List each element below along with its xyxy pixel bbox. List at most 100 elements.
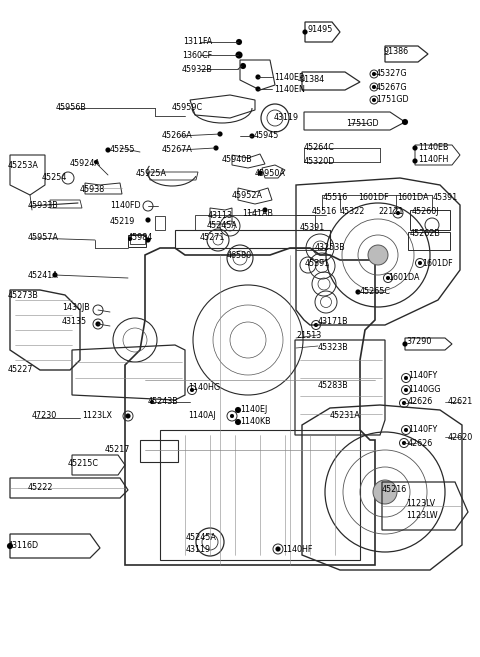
Circle shape bbox=[255, 74, 261, 79]
Text: 1123LW: 1123LW bbox=[406, 512, 438, 520]
Text: 45516: 45516 bbox=[312, 206, 337, 215]
Text: 43119: 43119 bbox=[186, 545, 211, 555]
Text: 91384: 91384 bbox=[300, 76, 325, 85]
Text: 45391: 45391 bbox=[305, 258, 330, 267]
Bar bbox=[155, 216, 165, 230]
Text: 45265C: 45265C bbox=[360, 288, 391, 296]
Text: 45267A: 45267A bbox=[162, 145, 193, 154]
Text: 1141AB: 1141AB bbox=[242, 208, 273, 217]
Circle shape bbox=[214, 145, 218, 150]
Text: 1140AJ: 1140AJ bbox=[188, 411, 216, 420]
Text: 1140EB: 1140EB bbox=[418, 143, 448, 152]
Text: 45940B: 45940B bbox=[222, 156, 253, 164]
Text: 1601DF: 1601DF bbox=[422, 258, 453, 267]
Circle shape bbox=[404, 428, 408, 432]
Text: 42621: 42621 bbox=[448, 397, 473, 407]
Text: 45219: 45219 bbox=[110, 217, 135, 225]
Circle shape bbox=[276, 547, 280, 551]
Text: 42626: 42626 bbox=[408, 438, 433, 447]
Circle shape bbox=[404, 376, 408, 380]
Circle shape bbox=[368, 245, 388, 265]
Text: 45945: 45945 bbox=[254, 131, 279, 141]
Text: 45959C: 45959C bbox=[172, 104, 203, 112]
Text: 45283B: 45283B bbox=[318, 380, 349, 390]
Text: 45215C: 45215C bbox=[68, 459, 99, 468]
Circle shape bbox=[128, 237, 132, 241]
Text: 22121: 22121 bbox=[378, 206, 403, 215]
Text: 1140HG: 1140HG bbox=[188, 384, 220, 392]
Circle shape bbox=[373, 480, 397, 504]
Circle shape bbox=[402, 119, 408, 125]
Circle shape bbox=[52, 273, 58, 277]
Circle shape bbox=[402, 441, 406, 445]
Text: 43135: 43135 bbox=[62, 317, 87, 327]
Text: 45260J: 45260J bbox=[412, 206, 440, 215]
Circle shape bbox=[96, 321, 100, 327]
Text: 37290: 37290 bbox=[406, 338, 432, 346]
Circle shape bbox=[257, 171, 263, 175]
Text: 45227: 45227 bbox=[8, 365, 34, 374]
Circle shape bbox=[418, 261, 422, 265]
Text: 45327G: 45327G bbox=[376, 70, 408, 78]
Text: 45950A: 45950A bbox=[255, 168, 286, 177]
Circle shape bbox=[372, 85, 376, 89]
Text: 1360CF: 1360CF bbox=[182, 51, 212, 60]
Text: 45391: 45391 bbox=[433, 193, 458, 202]
Bar bbox=[140, 440, 178, 462]
Bar bbox=[408, 232, 450, 250]
Text: 45322: 45322 bbox=[340, 206, 365, 215]
Circle shape bbox=[145, 217, 151, 223]
Circle shape bbox=[402, 401, 406, 405]
Text: 43253B: 43253B bbox=[315, 244, 346, 252]
Text: 45243B: 45243B bbox=[148, 397, 179, 407]
Circle shape bbox=[263, 208, 267, 212]
Text: 45231A: 45231A bbox=[330, 411, 361, 420]
Circle shape bbox=[356, 290, 360, 294]
Circle shape bbox=[145, 237, 151, 242]
Text: 45924A: 45924A bbox=[70, 158, 101, 168]
Text: 1751GD: 1751GD bbox=[346, 118, 379, 127]
Text: 1140FD: 1140FD bbox=[110, 202, 141, 210]
Text: 1430JB: 1430JB bbox=[62, 304, 90, 313]
Text: 45267G: 45267G bbox=[376, 83, 408, 91]
Circle shape bbox=[372, 72, 376, 76]
Text: 1140FY: 1140FY bbox=[408, 371, 437, 380]
Text: 45391: 45391 bbox=[300, 223, 325, 233]
Text: 1751GD: 1751GD bbox=[376, 95, 408, 104]
Circle shape bbox=[250, 133, 254, 139]
Text: 45932B: 45932B bbox=[181, 64, 212, 74]
Circle shape bbox=[255, 87, 261, 91]
Text: 43171B: 43171B bbox=[318, 317, 348, 327]
Text: 1140FY: 1140FY bbox=[408, 426, 437, 434]
Circle shape bbox=[235, 419, 241, 425]
Text: 21513: 21513 bbox=[296, 332, 321, 340]
Text: 43113: 43113 bbox=[208, 210, 233, 219]
Text: 1601DA: 1601DA bbox=[388, 273, 420, 283]
Text: 43116D: 43116D bbox=[8, 541, 39, 551]
Circle shape bbox=[314, 323, 318, 327]
Text: 45271: 45271 bbox=[200, 233, 226, 242]
Bar bbox=[128, 235, 146, 247]
Text: 45933B: 45933B bbox=[28, 202, 59, 210]
Text: 45952A: 45952A bbox=[232, 191, 263, 200]
Text: 45262B: 45262B bbox=[410, 229, 441, 238]
Text: 1140GG: 1140GG bbox=[408, 384, 441, 394]
Text: 1311FA: 1311FA bbox=[183, 37, 212, 47]
Circle shape bbox=[240, 63, 246, 69]
Text: 1140KB: 1140KB bbox=[240, 417, 271, 426]
Circle shape bbox=[412, 158, 418, 164]
Text: 45984: 45984 bbox=[128, 233, 153, 242]
Text: 45266A: 45266A bbox=[162, 131, 193, 141]
Text: 45956B: 45956B bbox=[56, 104, 87, 112]
Circle shape bbox=[386, 276, 390, 280]
Text: 45245A: 45245A bbox=[207, 221, 238, 231]
Text: 91495: 91495 bbox=[308, 26, 334, 35]
Text: 47230: 47230 bbox=[32, 411, 57, 420]
Circle shape bbox=[302, 30, 308, 35]
Text: 45938: 45938 bbox=[80, 185, 105, 194]
Text: 1123LX: 1123LX bbox=[82, 411, 112, 420]
Text: 1140EJ: 1140EJ bbox=[240, 405, 267, 415]
Text: 1140EN: 1140EN bbox=[274, 85, 305, 93]
Text: 1601DF: 1601DF bbox=[358, 193, 389, 202]
Circle shape bbox=[94, 160, 98, 164]
